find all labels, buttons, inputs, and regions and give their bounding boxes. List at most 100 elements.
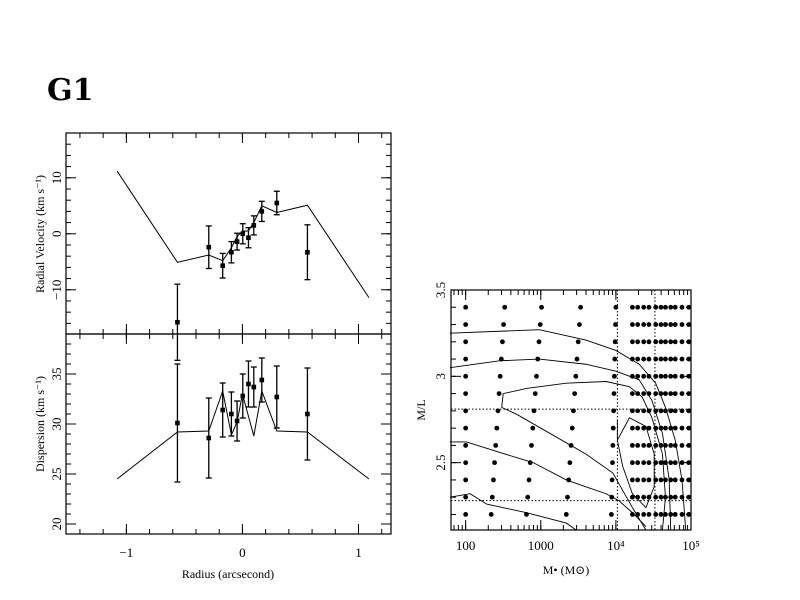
grid-point — [630, 322, 635, 327]
chi2-contour — [616, 417, 655, 509]
grid-point — [463, 322, 469, 327]
figure-title: G1 — [47, 73, 94, 108]
grid-point — [610, 425, 616, 431]
grid-point — [663, 304, 668, 310]
grid-point — [646, 356, 652, 362]
data-point — [274, 394, 280, 400]
grid-point — [609, 477, 615, 483]
grid-point — [630, 425, 635, 431]
grid-point — [572, 391, 578, 396]
grid-point — [502, 304, 508, 310]
grid-point — [653, 322, 659, 327]
grid-point — [526, 477, 532, 483]
x-tick-label: −1 — [119, 545, 133, 560]
grid-point — [569, 425, 575, 431]
grid-point — [488, 512, 494, 517]
grid-point — [613, 322, 618, 327]
y-axis-label-ml: M/L — [414, 399, 428, 420]
grid-point — [641, 322, 647, 327]
y-axis-label-dispersion: Dispersion (km s⁻¹) — [33, 376, 47, 472]
grid-point — [663, 339, 668, 345]
y-tick-label: 35 — [49, 368, 64, 381]
grid-point — [646, 391, 652, 396]
grid-point — [497, 373, 503, 379]
grid-point — [495, 408, 501, 414]
grid-point — [525, 494, 531, 500]
grid-point — [630, 408, 635, 414]
data-point — [229, 249, 234, 255]
grid-point — [563, 512, 569, 517]
grid-point — [653, 512, 659, 517]
grid-point — [663, 391, 668, 396]
grid-point — [567, 460, 573, 466]
plot-frame — [65, 132, 392, 335]
grid-point — [646, 339, 652, 345]
y-axis-label-velocity: Radial Velocity (km s⁻¹) — [33, 175, 47, 293]
grid-point — [686, 408, 692, 414]
grid-point — [653, 356, 659, 362]
grid-point — [630, 356, 635, 362]
grid-point — [653, 442, 659, 448]
grid-point — [463, 304, 469, 310]
grid-point — [610, 460, 615, 466]
grid-point — [635, 442, 641, 448]
grid-point — [532, 391, 538, 396]
grid-point — [668, 322, 674, 327]
grid-point — [668, 304, 674, 310]
grid-point — [646, 460, 652, 466]
grid-point — [672, 512, 678, 517]
grid-point — [463, 373, 469, 379]
data-point — [274, 200, 280, 206]
x-tick-label: 100 — [456, 538, 476, 553]
grid-point — [653, 373, 659, 379]
grid-point — [686, 512, 692, 517]
grid-point — [668, 356, 674, 362]
grid-point — [641, 494, 647, 500]
grid-point — [658, 322, 664, 327]
y-tick-label: 2.5 — [433, 455, 448, 471]
y-tick-label: −10 — [49, 280, 64, 300]
grid-point — [663, 373, 668, 379]
grid-point — [635, 356, 641, 362]
grid-point — [611, 391, 617, 396]
grid-point — [658, 494, 664, 500]
grid-point — [630, 391, 635, 396]
grid-point — [686, 356, 692, 362]
grid-point — [658, 373, 664, 379]
grid-point — [672, 391, 678, 396]
grid-point — [658, 460, 664, 466]
grid-point — [679, 356, 685, 362]
grid-point — [653, 391, 659, 396]
grid-point — [672, 442, 678, 448]
grid-point — [686, 494, 692, 500]
x-tick-label: 10⁵ — [682, 538, 700, 553]
grid-point — [494, 425, 500, 431]
grid-point — [653, 304, 659, 310]
grid-point — [641, 373, 647, 379]
grid-point — [646, 304, 652, 310]
grid-point — [672, 460, 678, 466]
grid-point — [463, 442, 469, 448]
x-tick-label: 0 — [239, 545, 246, 560]
grid-point — [571, 408, 576, 414]
grid-point — [679, 425, 685, 431]
grid-point — [463, 408, 469, 414]
x-axis-label-mass: M• (M⊙) — [543, 563, 590, 577]
grid-point — [641, 391, 647, 396]
grid-point — [630, 477, 635, 483]
chi2-contour — [449, 493, 577, 531]
grid-point — [610, 442, 616, 448]
grid-point — [679, 304, 685, 310]
grid-point — [658, 339, 664, 345]
dispersion-panel: 20 25 30 35 −1 0 1 — [49, 333, 392, 560]
grid-point — [493, 442, 499, 448]
grid-point — [641, 356, 647, 362]
grid-point — [672, 322, 678, 327]
data-point — [206, 244, 212, 250]
grid-point — [679, 460, 685, 466]
grid-point — [646, 477, 652, 483]
grid-point — [500, 339, 505, 345]
grid-point — [686, 322, 692, 327]
grid-point — [672, 304, 678, 310]
grid-point — [646, 442, 652, 448]
